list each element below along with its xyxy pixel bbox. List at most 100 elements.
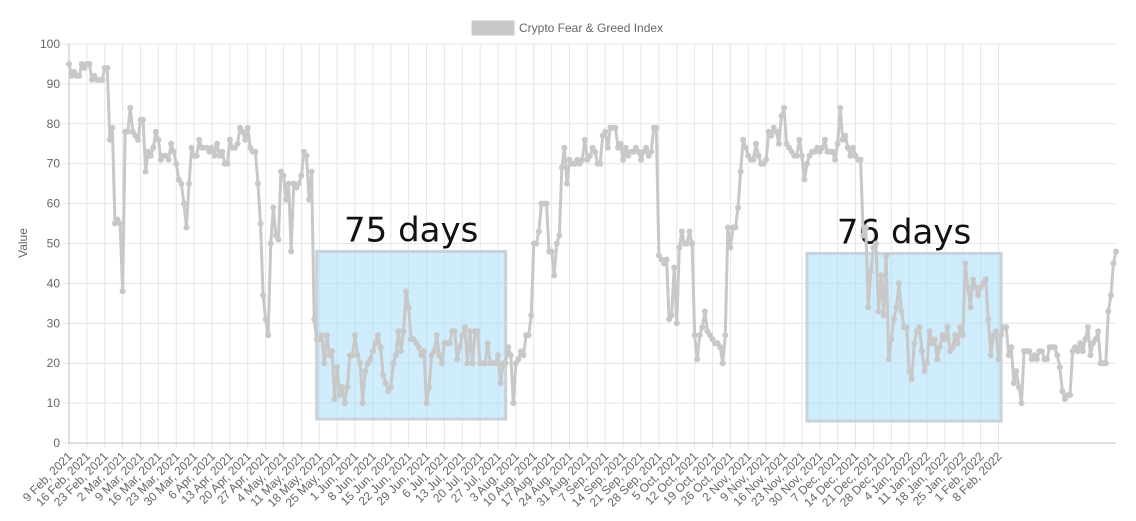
data-point[interactable] (653, 124, 660, 131)
data-point[interactable] (515, 356, 522, 363)
data-point[interactable] (865, 304, 872, 311)
data-point[interactable] (862, 224, 869, 231)
data-point[interactable] (829, 148, 836, 155)
data-point[interactable] (349, 352, 356, 359)
data-point[interactable] (520, 352, 527, 359)
data-point[interactable] (819, 144, 826, 151)
data-point[interactable] (482, 360, 489, 367)
data-point[interactable] (239, 128, 246, 135)
data-point[interactable] (283, 196, 290, 203)
data-point[interactable] (926, 328, 933, 335)
data-point[interactable] (689, 240, 696, 247)
data-point[interactable] (752, 140, 759, 147)
data-point[interactable] (890, 316, 897, 323)
data-point[interactable] (433, 332, 440, 339)
data-point[interactable] (1026, 348, 1033, 355)
data-point[interactable] (308, 168, 315, 175)
data-point[interactable] (369, 348, 376, 355)
data-point[interactable] (592, 148, 599, 155)
data-point[interactable] (150, 144, 157, 151)
data-point[interactable] (270, 204, 277, 211)
data-point[interactable] (1018, 400, 1025, 407)
data-point[interactable] (311, 316, 318, 323)
data-point[interactable] (586, 152, 593, 159)
data-point[interactable] (382, 380, 389, 387)
data-point[interactable] (1054, 352, 1061, 359)
data-point[interactable] (395, 328, 402, 335)
data-point[interactable] (563, 180, 570, 187)
data-point[interactable] (551, 272, 558, 279)
data-point[interactable] (1005, 352, 1012, 359)
data-point[interactable] (155, 136, 162, 143)
data-point[interactable] (331, 396, 338, 403)
data-point[interactable] (497, 380, 504, 387)
data-point[interactable] (170, 148, 177, 155)
data-point[interactable] (737, 168, 744, 175)
data-point[interactable] (548, 248, 555, 255)
data-point[interactable] (778, 112, 785, 119)
data-point[interactable] (510, 400, 517, 407)
data-point[interactable] (254, 180, 261, 187)
data-point[interactable] (768, 132, 775, 139)
data-point[interactable] (362, 368, 369, 375)
data-point[interactable] (474, 328, 481, 335)
legend[interactable]: Crypto Fear & Greed Index (471, 20, 663, 36)
data-point[interactable] (959, 332, 966, 339)
data-point[interactable] (683, 240, 690, 247)
data-point[interactable] (975, 292, 982, 299)
data-point[interactable] (1092, 336, 1099, 343)
data-point[interactable] (507, 352, 514, 359)
data-point[interactable] (323, 332, 330, 339)
data-point[interactable] (209, 144, 216, 151)
data-point[interactable] (431, 348, 438, 355)
data-point[interactable] (339, 384, 346, 391)
data-point[interactable] (466, 328, 473, 335)
data-point[interactable] (724, 224, 731, 231)
data-point[interactable] (969, 276, 976, 283)
data-point[interactable] (773, 128, 780, 135)
data-point[interactable] (341, 400, 348, 407)
data-point[interactable] (694, 356, 701, 363)
data-point[interactable] (321, 360, 328, 367)
data-point[interactable] (1074, 348, 1081, 355)
data-point[interactable] (617, 140, 624, 147)
data-point[interactable] (505, 344, 512, 351)
data-point[interactable] (967, 304, 974, 311)
data-point[interactable] (1110, 260, 1117, 267)
data-point[interactable] (377, 344, 384, 351)
data-point[interactable] (336, 392, 343, 399)
data-point[interactable] (165, 156, 172, 163)
data-point[interactable] (1008, 344, 1015, 351)
data-point[interactable] (127, 104, 134, 111)
data-point[interactable] (318, 332, 325, 339)
data-point[interactable] (962, 260, 969, 267)
data-point[interactable] (140, 116, 147, 123)
data-point[interactable] (372, 340, 379, 347)
data-point[interactable] (798, 152, 805, 159)
data-point[interactable] (86, 60, 93, 67)
data-point[interactable] (581, 136, 588, 143)
data-point[interactable] (1056, 364, 1063, 371)
data-point[interactable] (1044, 356, 1051, 363)
data-point[interactable] (461, 324, 468, 331)
data-point[interactable] (260, 292, 267, 299)
data-point[interactable] (66, 60, 72, 67)
data-point[interactable] (1082, 336, 1089, 343)
data-point[interactable] (124, 128, 131, 135)
data-point[interactable] (459, 332, 466, 339)
data-point[interactable] (405, 304, 412, 311)
data-point[interactable] (267, 240, 274, 247)
data-point[interactable] (306, 196, 313, 203)
data-point[interactable] (796, 136, 803, 143)
data-point[interactable] (918, 348, 925, 355)
data-point[interactable] (668, 312, 675, 319)
data-point[interactable] (699, 324, 706, 331)
data-point[interactable] (957, 324, 964, 331)
data-point[interactable] (972, 284, 979, 291)
data-point[interactable] (941, 336, 948, 343)
data-point[interactable] (298, 172, 305, 179)
data-point[interactable] (456, 344, 463, 351)
data-point[interactable] (671, 264, 678, 271)
data-point[interactable] (397, 348, 404, 355)
data-point[interactable] (502, 360, 509, 367)
